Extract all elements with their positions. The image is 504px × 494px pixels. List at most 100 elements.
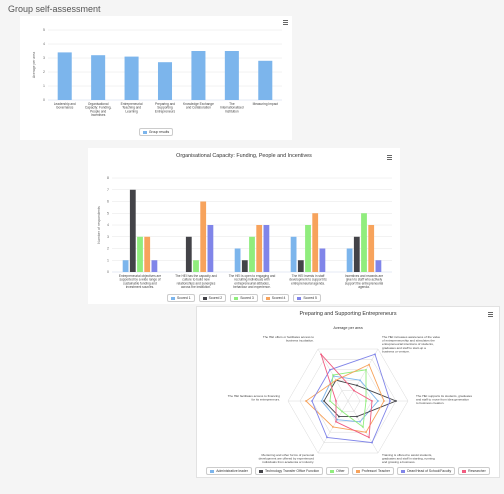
legend-label: Scored 2 — [208, 296, 223, 300]
tick-label: The HEI is open to engaging and recruitin… — [229, 274, 276, 289]
radar-point — [371, 441, 373, 444]
radar-point — [362, 426, 364, 428]
radar-point — [368, 363, 370, 366]
legend-item[interactable]: Researcher — [458, 467, 490, 475]
legend-item[interactable]: Technology Transfer Office Function — [254, 467, 324, 475]
bar — [249, 236, 255, 272]
tick-label: Entrepreneurial objectives are supported … — [119, 274, 162, 289]
radar-axis-label: The HEI increases awareness of the value… — [382, 335, 440, 353]
chart-menu-icon[interactable] — [283, 20, 288, 26]
radar-point — [332, 374, 334, 376]
bar — [256, 225, 263, 272]
legend-swatch — [171, 296, 176, 300]
bar — [185, 236, 192, 272]
radar-point — [356, 384, 358, 387]
radar-point — [335, 400, 337, 402]
group-results-chart: 0 1 2 3 4 5 Average per area Leadership and Gove… — [20, 16, 292, 140]
radar-axis — [347, 348, 379, 402]
legend-item[interactable]: Administrative leader — [206, 467, 252, 475]
bar — [241, 260, 248, 272]
legend-item[interactable]: Other — [326, 467, 349, 475]
radar-series-line — [305, 363, 385, 433]
legend-swatch — [210, 469, 215, 473]
legend-item[interactable]: Scored 5 — [293, 294, 321, 302]
tick-label: The HEI invests in staff development to s… — [289, 274, 327, 285]
bar — [193, 260, 199, 272]
legend-label: Scored 1 — [177, 296, 191, 300]
radar-point — [338, 415, 340, 418]
radar-point — [341, 410, 343, 413]
radar-point — [395, 400, 397, 402]
radar-point — [371, 400, 373, 402]
legend-item[interactable]: Scored 2 — [198, 294, 227, 302]
bar — [312, 213, 319, 272]
bar — [200, 201, 207, 272]
radar-point — [359, 379, 361, 382]
tick-label: Entrepreneurial Teaching and Learning — [121, 102, 143, 113]
chart-legend: Scored 1 Scored 2 Scored 3 Scored 4 Scored 5 — [88, 294, 400, 302]
legend-item[interactable]: Scored 3 — [230, 294, 258, 302]
bar — [353, 236, 360, 272]
radar-axis-label: Mentoring and other forms of personal dev… — [259, 453, 315, 464]
bar — [122, 260, 129, 272]
chart-menu-icon[interactable] — [387, 155, 392, 161]
preparing-entrepreneurs-chart: Preparing and Supporting Entrepreneurs A… — [196, 306, 500, 478]
bar — [361, 213, 367, 272]
bar — [234, 248, 241, 272]
bar — [191, 51, 206, 100]
radar-point — [368, 436, 370, 439]
radar-axis-label: The HEI facilitates access to financing f… — [228, 394, 281, 402]
legend-item[interactable]: Group results — [138, 128, 174, 136]
legend-item[interactable]: Scored 1 — [167, 294, 195, 302]
legend-label: Other — [336, 469, 345, 473]
bar — [297, 260, 304, 272]
group-results-svg: 0 1 2 3 4 5 Average per area Leadership and Gove… — [32, 28, 282, 117]
legend-swatch — [202, 296, 207, 300]
radar-point — [365, 431, 367, 434]
legend-item[interactable]: Scored 4 — [261, 294, 290, 302]
bar — [263, 225, 270, 272]
chart-title: Preparing and Supporting Entrepreneurs — [299, 311, 397, 317]
radar-point — [311, 400, 313, 402]
legend-label: Technology Transfer Office Function — [264, 469, 320, 473]
legend-item[interactable]: Dean/Head of School/Faculty — [397, 467, 456, 475]
legend-swatch — [297, 296, 302, 300]
y-tick-label: 2 — [43, 70, 45, 74]
bar — [151, 260, 158, 272]
legend-item[interactable]: Professor/ Teacher — [351, 467, 395, 475]
radar-point — [335, 379, 337, 382]
tick-label: The HEI has the capacity and culture to b… — [175, 274, 217, 289]
bar — [368, 225, 375, 272]
legend-label: Scored 4 — [271, 296, 286, 300]
bar — [157, 62, 173, 100]
y-tick-label: 1 — [43, 84, 45, 88]
organisational-capacity-chart: Organisational Capacity: Funding, People… — [88, 148, 400, 304]
radar-point — [326, 436, 328, 439]
radar-point — [320, 353, 322, 356]
tick-label: Preparing and Supporting Entrepreneurs — [155, 102, 176, 113]
page-title: Group self-assessment — [8, 4, 101, 14]
radar-point — [389, 400, 391, 402]
radar-point — [335, 420, 337, 423]
radar-point — [336, 418, 339, 421]
radar-point — [365, 400, 367, 402]
chart-legend: Administrative leader Technology Transfer… — [197, 467, 499, 475]
radar-point — [323, 400, 325, 402]
chart-menu-icon[interactable] — [488, 312, 493, 318]
radar-axis-label: The HEI offers or facilitates access to b… — [263, 335, 314, 343]
legend-swatch — [142, 130, 147, 134]
radar-point — [353, 389, 355, 392]
tick-label: Organisational Capacity: Funding, People a… — [85, 102, 112, 117]
legend-label: Administrative leader — [216, 469, 248, 473]
y-tick-label: 2 — [107, 247, 109, 251]
legend-swatch — [355, 469, 360, 473]
y-tick-label: 3 — [107, 235, 109, 239]
legend-label: Group results — [148, 130, 170, 134]
radar-svg: Average per area The HEI increases awaren… — [228, 326, 473, 464]
legend-swatch — [401, 469, 406, 473]
radar-point — [320, 400, 323, 402]
bar — [91, 55, 106, 100]
legend-label: Researcher — [468, 469, 486, 473]
radar-point — [329, 400, 331, 402]
tick-label: Knowledge Exchange and Collaboration — [183, 102, 214, 110]
